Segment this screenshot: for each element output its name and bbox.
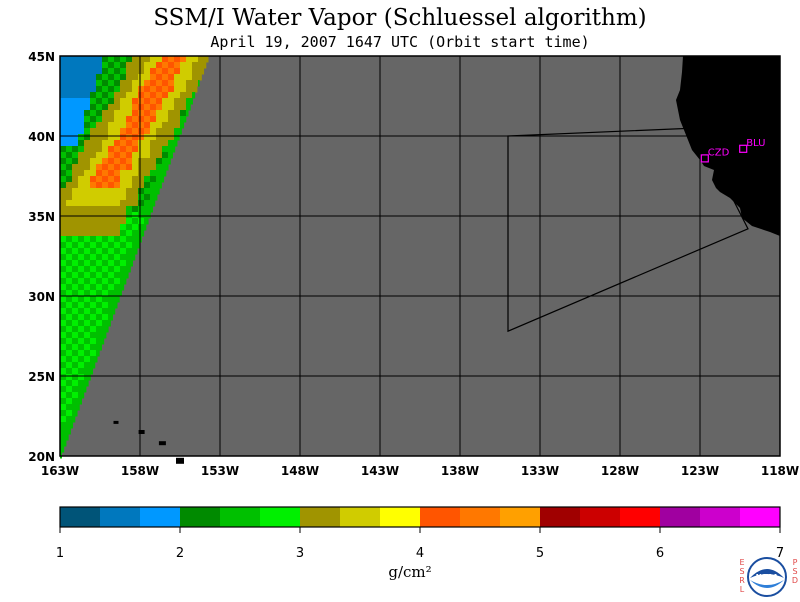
lon-tick-label: 138W xyxy=(441,464,479,478)
station-label: BLU xyxy=(746,138,765,149)
lon-tick-label: 133W xyxy=(521,464,559,478)
chart-subtitle: April 19, 2007 1647 UTC (Orbit start tim… xyxy=(210,33,590,51)
hawaii-islands xyxy=(113,420,184,464)
lon-tick-label: 148W xyxy=(281,464,319,478)
station-label: CZD xyxy=(708,147,730,158)
colorbar-swatch xyxy=(540,507,581,527)
colorbar-swatch xyxy=(220,507,261,527)
north-america-land xyxy=(676,56,780,236)
lat-tick-label: 20N xyxy=(28,450,55,464)
svg-text:NOAA: NOAA xyxy=(756,573,779,581)
chart-title: SSM/I Water Vapor (Schluessel algorithm) xyxy=(153,5,647,31)
lon-tick-label: 158W xyxy=(121,464,159,478)
colorbar-swatch xyxy=(140,507,181,527)
colorbar-tick-label: 2 xyxy=(176,546,184,561)
colorbar-tick-label: 6 xyxy=(656,546,664,561)
colorbar-swatch xyxy=(420,507,461,527)
lat-tick-label: 40N xyxy=(28,130,55,144)
units-label: g/cm² xyxy=(388,563,432,581)
colorbar-swatch xyxy=(100,507,141,527)
lon-tick-label: 143W xyxy=(361,464,399,478)
colorbar: 1 2 3 4 5 6 7 xyxy=(56,506,784,561)
colorbar-swatch xyxy=(700,507,741,527)
colorbar-tick-label: 3 xyxy=(296,546,304,561)
lat-tick-label: 35N xyxy=(28,210,55,224)
region-outline xyxy=(507,127,749,333)
lon-tick-label: 118W xyxy=(761,464,799,478)
water-vapor-swath xyxy=(60,56,209,459)
colorbar-swatch xyxy=(660,507,701,527)
lat-tick-label: 45N xyxy=(28,50,55,64)
colorbar-swatch xyxy=(500,507,541,527)
lat-tick-label: 25N xyxy=(28,370,55,384)
colorbar-swatch xyxy=(380,507,421,527)
colorbar-swatch xyxy=(580,507,621,527)
lon-tick-label: 123W xyxy=(681,464,719,478)
lon-tick-label: 128W xyxy=(601,464,639,478)
lon-tick-label: 153W xyxy=(201,464,239,478)
map-frame xyxy=(59,55,781,457)
lat-tick-label: 30N xyxy=(28,290,55,304)
colorbar-tick-label: 7 xyxy=(776,546,784,561)
colorbar-swatch xyxy=(60,507,101,527)
map-area: CZD BLU xyxy=(59,55,781,464)
colorbar-swatch xyxy=(460,507,501,527)
colorbar-tick-label: 1 xyxy=(56,546,64,561)
colorbar-tick-label: 4 xyxy=(416,546,424,561)
colorbar-swatch xyxy=(340,507,381,527)
lon-tick-label: 163W xyxy=(41,464,79,478)
colorbar-swatch xyxy=(740,507,781,527)
colorbar-swatch xyxy=(620,507,661,527)
colorbar-tick-label: 5 xyxy=(536,546,544,561)
station-czd: CZD xyxy=(700,147,730,163)
axis-labels: 163W 158W 153W 148W 143W 138W 133W 128W 123W 118W… xyxy=(28,50,799,478)
colorbar-swatch xyxy=(180,507,221,527)
colorbar-swatch xyxy=(300,507,341,527)
station-blu: BLU xyxy=(739,138,765,153)
noaa-logo: NOAA xyxy=(736,556,798,598)
colorbar-swatch xyxy=(260,507,301,527)
